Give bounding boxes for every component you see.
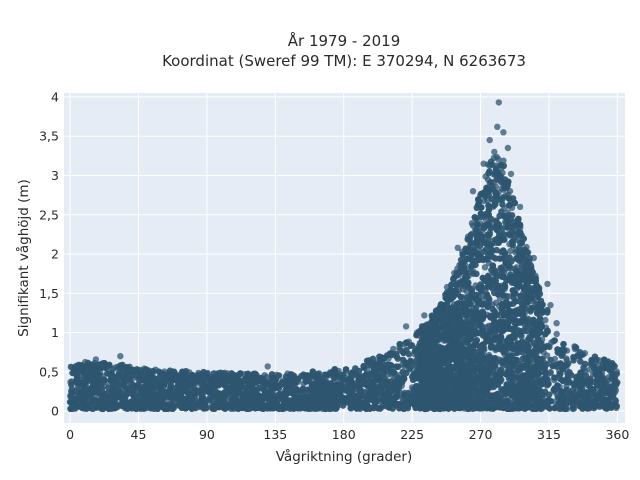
- data-point: [547, 368, 554, 376]
- data-points: [66, 99, 621, 413]
- data-point: [569, 405, 576, 412]
- data-point: [407, 365, 415, 373]
- data-point: [507, 247, 514, 255]
- data-point: [542, 316, 549, 324]
- data-point: [543, 352, 551, 359]
- data-point: [481, 264, 489, 271]
- data-point: [468, 220, 476, 227]
- data-point: [553, 330, 560, 338]
